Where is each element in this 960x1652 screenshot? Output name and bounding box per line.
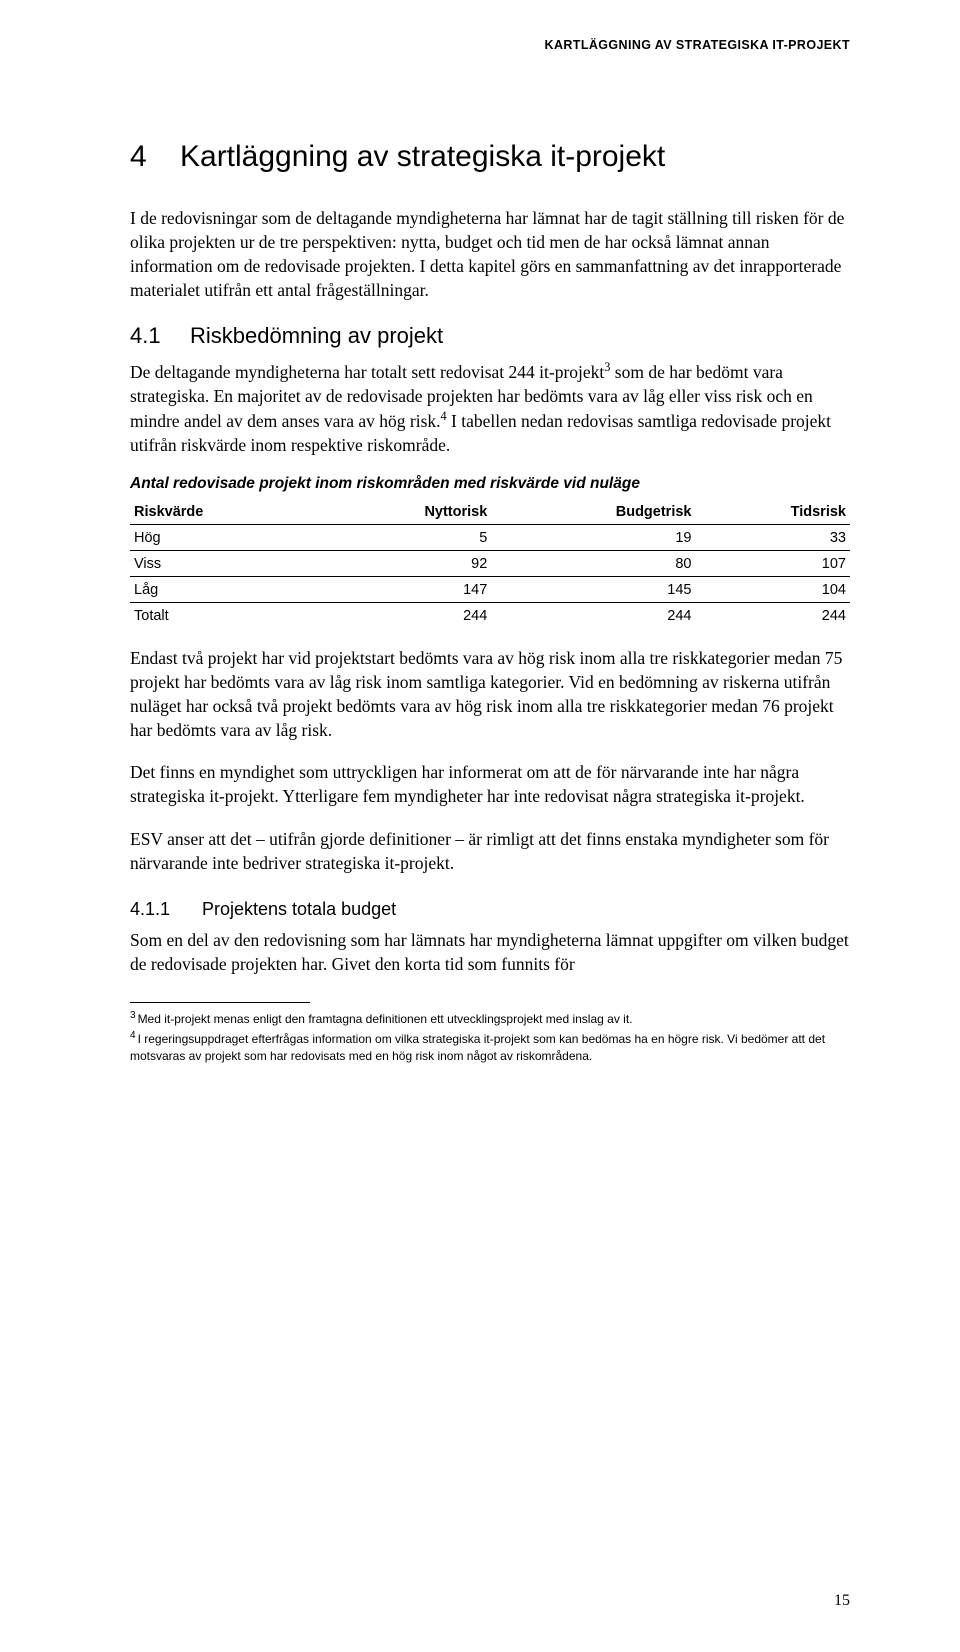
footnote-text: I regeringsuppdraget efterfrågas informa… bbox=[130, 1032, 825, 1062]
cell-value: 104 bbox=[695, 576, 850, 602]
footnote-number: 3 bbox=[130, 1010, 136, 1021]
col-riskvarde: Riskvärde bbox=[130, 499, 319, 525]
cell-label: Låg bbox=[130, 576, 319, 602]
heading-2: 4.1Riskbedömning av projekt bbox=[130, 323, 850, 349]
paragraph-after-table-1: Endast två projekt har vid projektstart … bbox=[130, 646, 850, 743]
col-tidsrisk: Tidsrisk bbox=[695, 499, 850, 525]
heading-1-number: 4 bbox=[130, 140, 180, 174]
table-row: Viss 92 80 107 bbox=[130, 550, 850, 576]
footnote-4: 4I regeringsuppdraget efterfrågas inform… bbox=[130, 1029, 850, 1063]
paragraph-after-table-2: Det finns en myndighet som uttryckligen … bbox=[130, 760, 850, 808]
heading-3-text: Projektens totala budget bbox=[202, 899, 396, 919]
cell-value: 244 bbox=[319, 602, 492, 628]
footnote-3: 3Med it-projekt menas enligt den framtag… bbox=[130, 1009, 850, 1027]
col-budgetrisk: Budgetrisk bbox=[491, 499, 695, 525]
cell-value: 92 bbox=[319, 550, 492, 576]
footnote-separator bbox=[130, 1002, 310, 1003]
heading-3: 4.1.1Projektens totala budget bbox=[130, 899, 850, 920]
cell-value: 5 bbox=[319, 524, 492, 550]
cell-value: 107 bbox=[695, 550, 850, 576]
cell-label: Totalt bbox=[130, 602, 319, 628]
footnote-number: 4 bbox=[130, 1030, 136, 1041]
p2-part-a: De deltagande myndigheterna har totalt s… bbox=[130, 361, 604, 381]
col-nyttorisk: Nyttorisk bbox=[319, 499, 492, 525]
heading-2-text: Riskbedömning av projekt bbox=[190, 323, 443, 348]
heading-1: 4Kartläggning av strategiska it-projekt bbox=[130, 140, 850, 174]
cell-value: 19 bbox=[491, 524, 695, 550]
paragraph-riskintro: De deltagande myndigheterna har totalt s… bbox=[130, 359, 850, 457]
cell-value: 80 bbox=[491, 550, 695, 576]
cell-value: 33 bbox=[695, 524, 850, 550]
cell-label: Hög bbox=[130, 524, 319, 550]
table-row: Låg 147 145 104 bbox=[130, 576, 850, 602]
paragraph-after-table-3: ESV anser att det – utifrån gjorde defin… bbox=[130, 827, 850, 875]
heading-2-number: 4.1 bbox=[130, 323, 190, 349]
running-header: KARTLÄGGNING AV STRATEGISKA IT-PROJEKT bbox=[545, 38, 850, 52]
cell-value: 145 bbox=[491, 576, 695, 602]
table-row-total: Totalt 244 244 244 bbox=[130, 602, 850, 628]
heading-1-text: Kartläggning av strategiska it-projekt bbox=[180, 140, 665, 173]
document-page: KARTLÄGGNING AV STRATEGISKA IT-PROJEKT 4… bbox=[0, 0, 960, 1652]
heading-3-number: 4.1.1 bbox=[130, 899, 202, 920]
cell-value: 244 bbox=[491, 602, 695, 628]
risk-table: Riskvärde Nyttorisk Budgetrisk Tidsrisk … bbox=[130, 499, 850, 628]
paragraph-intro: I de redovisningar som de deltagande myn… bbox=[130, 206, 850, 303]
page-number: 15 bbox=[834, 1592, 850, 1610]
table-header-row: Riskvärde Nyttorisk Budgetrisk Tidsrisk bbox=[130, 499, 850, 525]
cell-value: 147 bbox=[319, 576, 492, 602]
cell-label: Viss bbox=[130, 550, 319, 576]
cell-value: 244 bbox=[695, 602, 850, 628]
paragraph-budget: Som en del av den redovisning som har lä… bbox=[130, 928, 850, 976]
footnote-text: Med it-projekt menas enligt den framtagn… bbox=[138, 1012, 633, 1026]
table-row: Hög 5 19 33 bbox=[130, 524, 850, 550]
table-caption: Antal redovisade projekt inom riskområde… bbox=[130, 475, 850, 493]
